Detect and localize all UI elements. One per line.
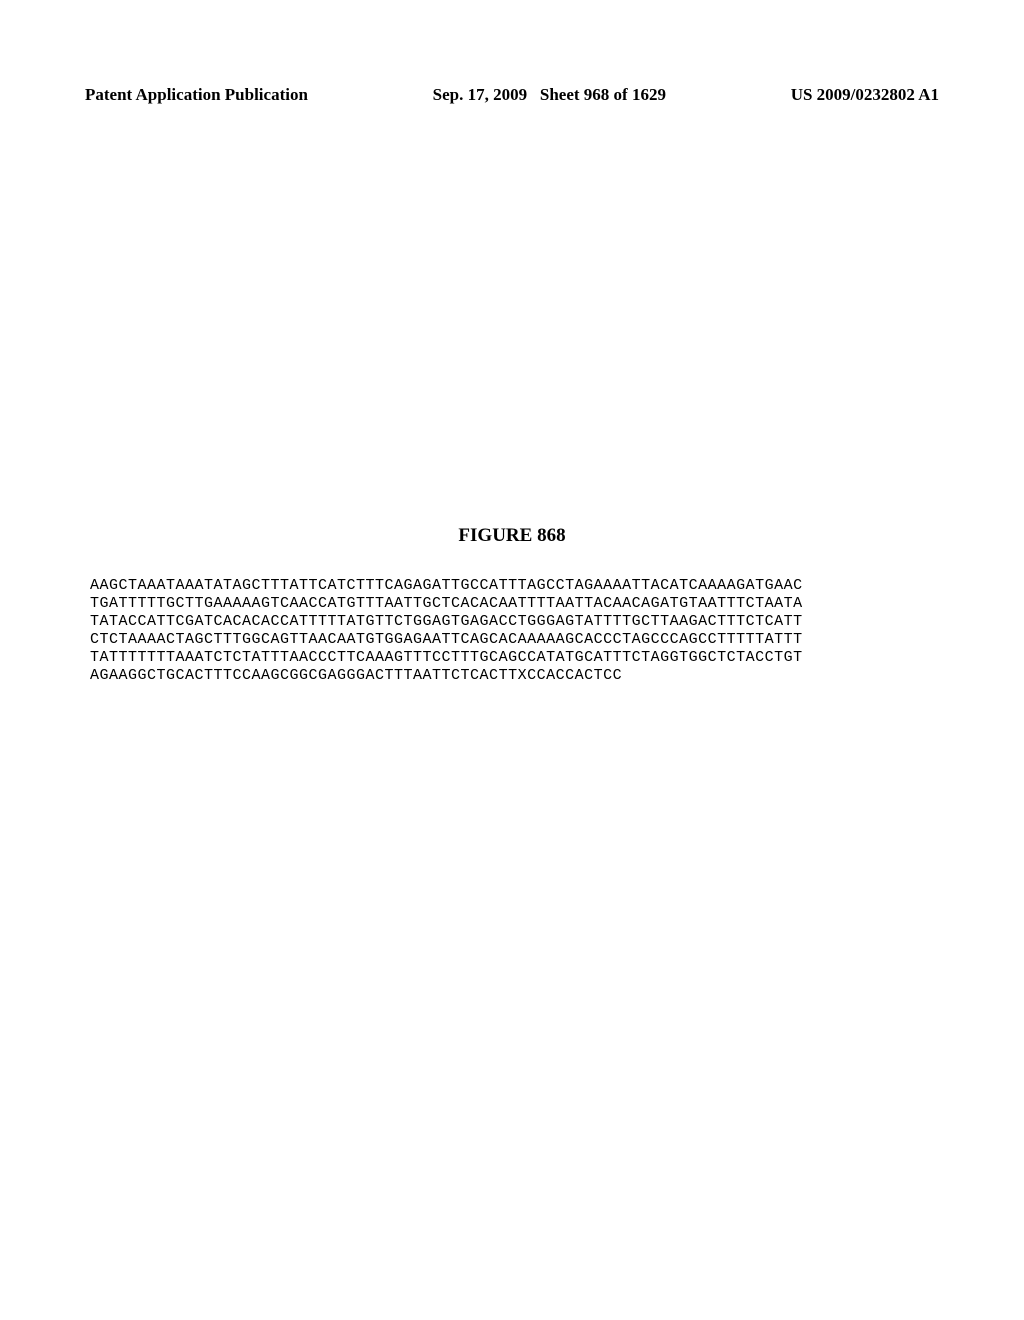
sheet-info: Sheet 968 of 1629: [540, 85, 666, 104]
figure-title: FIGURE 868: [80, 525, 944, 547]
publication-type: Patent Application Publication: [85, 85, 308, 105]
date-text: Sep. 17, 2009: [433, 85, 527, 104]
page-header: Patent Application Publication Sep. 17, …: [80, 85, 944, 105]
page-container: Patent Application Publication Sep. 17, …: [0, 0, 1024, 1320]
publication-number: US 2009/0232802 A1: [791, 85, 939, 105]
publication-date: Sep. 17, 2009 Sheet 968 of 1629: [433, 85, 666, 105]
sequence-block: AAGCTAAATAAATATAGCTTTATTCATCTTTCAGAGATTG…: [80, 577, 944, 685]
